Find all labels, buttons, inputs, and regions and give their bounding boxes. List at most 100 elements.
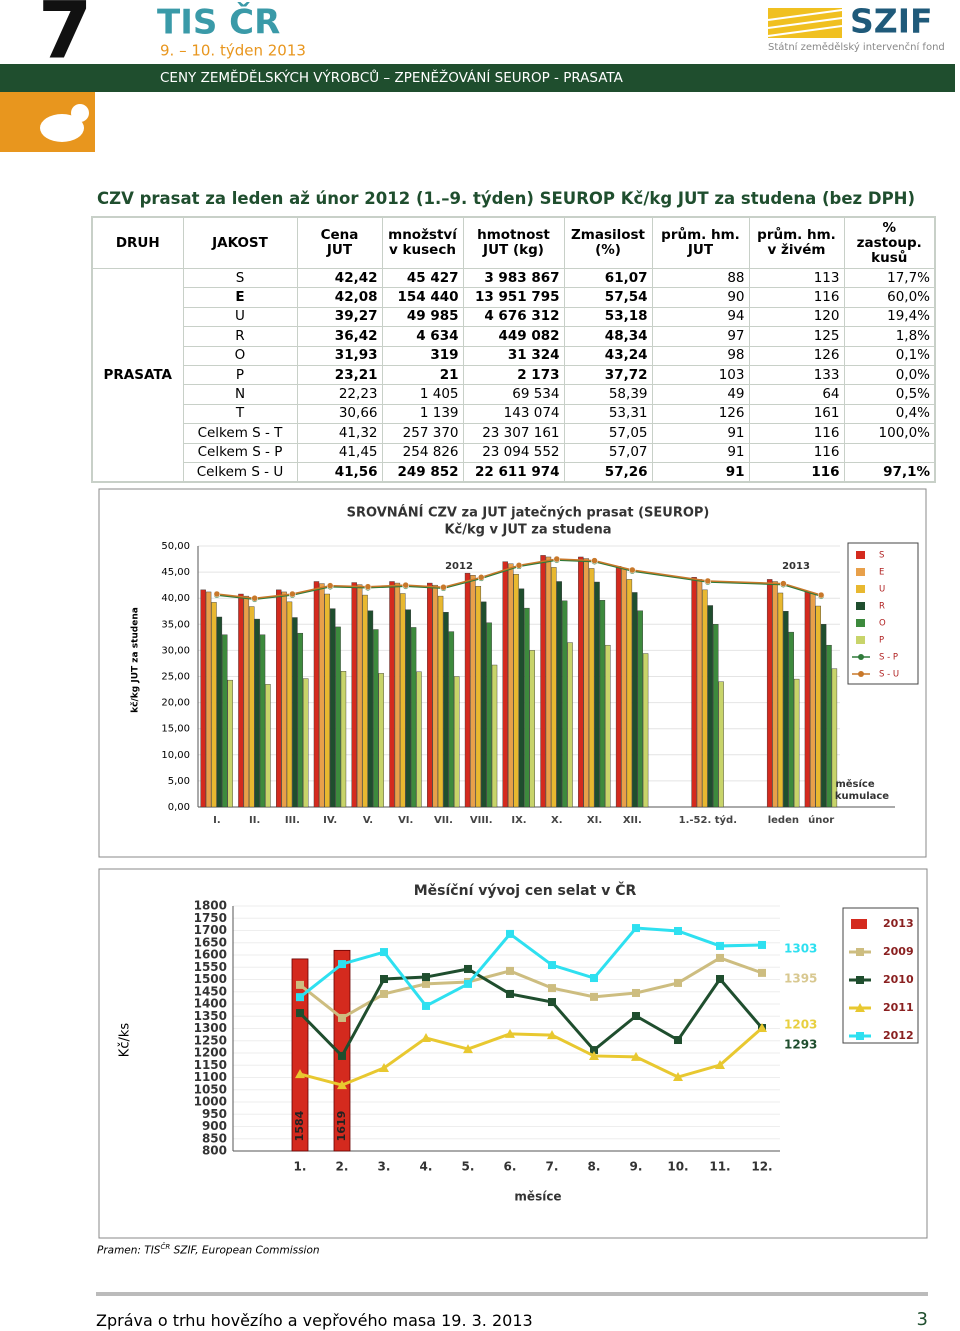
chart-title: Měsíční vývoj cen selat v ČR (414, 881, 637, 899)
source-rest: SZIF, European Commission (170, 1244, 320, 1257)
legend-marker (855, 1003, 865, 1012)
table-cell: 3 983 867 (462, 267, 565, 289)
table-cell: 4 634 (381, 326, 464, 347)
band-text: CENY ZEMĚDĚLSKÝCH VÝROBCŮ – ZPENĚŽOVÁNÍ … (160, 68, 624, 86)
bar (772, 581, 778, 808)
bar (238, 593, 244, 808)
legend-label: 2010 (883, 973, 914, 986)
table-cell: 90 (651, 287, 750, 308)
y-tick-label: 5,00 (168, 776, 190, 787)
point (704, 577, 712, 585)
y-tick-label: 1350 (194, 1009, 227, 1023)
table-cell: 91 (651, 442, 750, 463)
bar (443, 612, 449, 808)
bar (540, 555, 546, 808)
point (422, 979, 430, 988)
point (590, 992, 598, 1001)
legend-label: 2013 (883, 917, 914, 930)
bar (718, 681, 724, 808)
table-cell: 161 (748, 403, 845, 425)
table-cell: 1 405 (381, 384, 464, 405)
y-tick-label: 1200 (194, 1046, 227, 1060)
bar (707, 605, 714, 808)
logo-stripes (767, 8, 843, 38)
table-cell: 49 (651, 384, 750, 405)
source: Pramen: TISČR SZIF, European Commission (97, 1243, 320, 1257)
x-tick-label: leden (768, 815, 799, 826)
x-tick-label: IV. (323, 815, 337, 826)
source-prefix: Pramen: TIS (97, 1244, 161, 1257)
legend-swatch (851, 919, 867, 929)
table-cell: 0,0% (843, 364, 936, 386)
logo-sub: Státní zemědělský intervenční fond (768, 41, 945, 53)
point (590, 1046, 598, 1055)
bar (427, 582, 433, 808)
line-series (299, 926, 763, 1008)
x-tick-label: 9. (630, 1160, 643, 1174)
point (547, 1030, 557, 1040)
bar (400, 593, 406, 808)
table-cell: 88 (651, 267, 750, 289)
bar (696, 579, 703, 808)
header-row: DRUH JAKOST Cena JUT množství v kusech hmotn… (91, 216, 936, 269)
point (213, 590, 221, 598)
annotation: 1293 (784, 1038, 817, 1052)
table-cell: 0,1% (843, 345, 936, 366)
annotation: 2012 (445, 561, 473, 572)
bar (815, 605, 821, 808)
point (589, 1050, 599, 1060)
legend-label: U (879, 585, 885, 595)
point (338, 1051, 346, 1060)
table-row: Celkem S - U 41,56 249 852 22 611 974 57,26 9… (92, 461, 936, 483)
table-cell: 57,54 (563, 287, 653, 308)
table-cell: 31 324 (462, 345, 565, 366)
point (673, 1072, 683, 1082)
point (326, 582, 334, 589)
table-cell: 133 (748, 364, 845, 386)
bar (319, 583, 325, 808)
page-number: 3 (916, 1309, 928, 1330)
bar (637, 610, 643, 808)
bar (804, 591, 811, 808)
y-tick-label: 1550 (194, 960, 227, 974)
line-series (299, 1026, 763, 1087)
bar (524, 607, 530, 808)
table-row: Celkem S - P 41,45 254 826 23 094 552 57,07 9… (92, 442, 936, 463)
annotation: 1303 (784, 942, 817, 956)
bar (793, 678, 800, 808)
bar (561, 600, 568, 808)
bar (265, 684, 271, 808)
table-cell: 41,56 (296, 461, 383, 483)
table-cell: 53,31 (563, 403, 653, 425)
bar (518, 588, 525, 808)
point (296, 1009, 304, 1018)
bar (470, 575, 476, 808)
table-cell: 94 (651, 306, 750, 328)
group-cell: PRASATA (91, 268, 184, 483)
chart-title: SROVNÁNÍ CZV za JUT jatečných prasat (SE… (347, 505, 710, 521)
y-tick-label: 1450 (194, 984, 227, 998)
legend-label: 2012 (883, 1029, 914, 1042)
bar (513, 573, 519, 808)
table-cell: N (182, 384, 298, 405)
table-cell (843, 442, 936, 463)
bar (297, 632, 304, 808)
table-cell: O (182, 345, 298, 366)
x-tick-label: II. (249, 815, 260, 826)
column-header: prům. hm. v živém (748, 216, 845, 269)
legend-marker (856, 1032, 864, 1040)
point (380, 975, 388, 984)
column-header: prům. hm. JUT (651, 216, 750, 269)
legend-marker (856, 976, 864, 984)
table-row: P 23,21 21 2 173 37,72 103 133 0,0% (92, 364, 936, 386)
table-cell: 257 370 (381, 423, 464, 444)
point (817, 591, 825, 599)
x-tick-label: VII. (434, 815, 453, 826)
y-tick-label: 1300 (194, 1021, 227, 1035)
point (716, 953, 724, 962)
table-cell: 126 (651, 403, 750, 425)
table-cell: 64 (748, 384, 845, 405)
bar (222, 634, 228, 808)
bar (378, 673, 384, 808)
bar (529, 650, 535, 808)
